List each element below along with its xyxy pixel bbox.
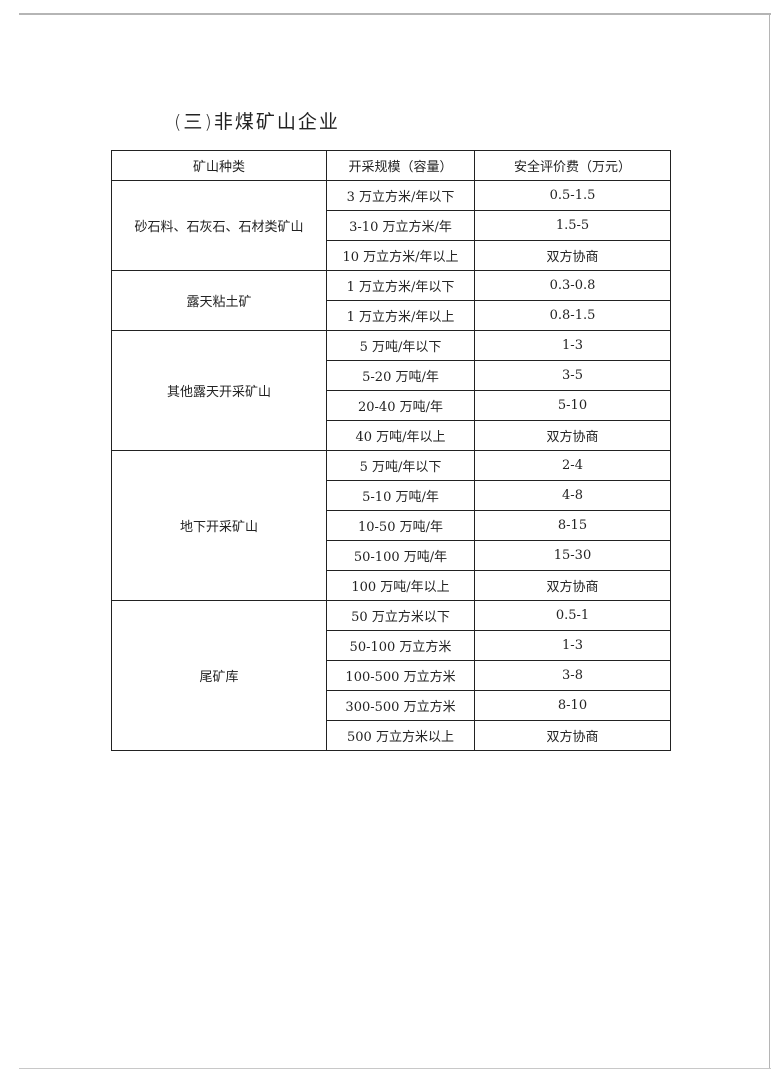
fee-cell: 2-4 (474, 450, 671, 481)
scale-cell: 300-500 万立方米 (326, 690, 475, 721)
scale-cell: 3-10 万立方米/年 (326, 210, 475, 241)
mine-type-cell: 砂石料、石灰石、石材类矿山 (111, 180, 327, 271)
header-fee: 安全评价费（万元） (474, 150, 671, 181)
table-row: 其他露天开采矿山 5 万吨/年以下 1-3 (111, 330, 671, 451)
table-row: 10 万立方米/年以上 双方协商 (112, 240, 671, 271)
fee-cell: 0.3-0.8 (474, 270, 671, 301)
fee-cell: 3-5 (474, 360, 671, 391)
scale-cell: 500 万立方米以上 (326, 720, 475, 751)
scale-cell: 1 万立方米/年以下 (326, 270, 475, 301)
table-row: 尾矿库 50 万立方米以下 0.5-1 (111, 600, 671, 751)
fee-cell: 1.5-5 (474, 210, 671, 241)
fee-cell: 0.5-1 (474, 600, 671, 631)
scale-cell: 20-40 万吨/年 (326, 390, 475, 421)
fee-cell: 3-8 (474, 660, 671, 691)
table-row: 1 万立方米/年以上 0.8-1.5 (112, 300, 671, 331)
page-border-top (19, 13, 771, 15)
section-heading: (三)非煤矿山企业 (174, 111, 340, 133)
table-row: 3-10 万立方米/年 1.5-5 (112, 210, 671, 241)
scale-cell: 100-500 万立方米 (326, 660, 475, 691)
fee-cell: 1-3 (474, 630, 671, 661)
table-row: 5-10 万吨/年 4-8 (112, 480, 671, 511)
fee-cell: 双方协商 (474, 570, 671, 601)
fee-cell: 8-15 (474, 510, 671, 541)
scale-cell: 5 万吨/年以下 (326, 450, 475, 481)
fee-cell: 1-3 (474, 330, 671, 361)
fee-cell: 双方协商 (474, 240, 671, 271)
fee-cell: 双方协商 (474, 420, 671, 451)
fee-cell: 0.8-1.5 (474, 300, 671, 331)
table-row: 300-500 万立方米 8-10 (112, 690, 671, 721)
page-border-bottom (19, 1068, 771, 1069)
table-row: 10-50 万吨/年 8-15 (112, 510, 671, 541)
fee-cell: 15-30 (474, 540, 671, 571)
scale-cell: 5 万吨/年以下 (326, 330, 475, 361)
scale-cell: 3 万立方米/年以下 (326, 180, 475, 211)
table-row: 50-100 万吨/年 15-30 (112, 540, 671, 571)
scale-cell: 50 万立方米以下 (326, 600, 475, 631)
fee-cell: 8-10 (474, 690, 671, 721)
mine-type-cell: 尾矿库 (111, 600, 327, 751)
page-border-right (769, 13, 770, 1069)
scale-cell: 1 万立方米/年以上 (326, 300, 475, 331)
fee-cell: 双方协商 (474, 720, 671, 751)
table-row: 5-20 万吨/年 3-5 (112, 360, 671, 391)
table-row: 100-500 万立方米 3-8 (112, 660, 671, 691)
scale-cell: 100 万吨/年以上 (326, 570, 475, 601)
scale-cell: 10 万立方米/年以上 (326, 240, 475, 271)
table-row: 砂石料、石灰石、石材类矿山 3 万立方米/年以下 0.5-1.5 (111, 180, 671, 271)
header-scale: 开采规模（容量） (326, 150, 475, 181)
header-row: 矿山种类 开采规模（容量） 安全评价费（万元） (111, 150, 671, 181)
header-mine-type: 矿山种类 (111, 150, 327, 181)
table-row: 500 万立方米以上 双方协商 (112, 720, 671, 751)
fee-table: 矿山种类 开采规模（容量） 安全评价费（万元） 砂石料、石灰石、石材类矿山 3 万… (111, 150, 671, 751)
mine-type-cell: 地下开采矿山 (111, 450, 327, 601)
fee-cell: 4-8 (474, 480, 671, 511)
table-row: 40 万吨/年以上 双方协商 (112, 420, 671, 451)
scale-cell: 50-100 万吨/年 (326, 540, 475, 571)
mine-type-cell: 其他露天开采矿山 (111, 330, 327, 451)
mine-type-cell: 露天粘土矿 (111, 270, 327, 331)
scale-cell: 50-100 万立方米 (326, 630, 475, 661)
scale-cell: 10-50 万吨/年 (326, 510, 475, 541)
scale-cell: 5-20 万吨/年 (326, 360, 475, 391)
fee-cell: 0.5-1.5 (474, 180, 671, 211)
fee-cell: 5-10 (474, 390, 671, 421)
table-row: 100 万吨/年以上 双方协商 (112, 570, 671, 601)
scale-cell: 5-10 万吨/年 (326, 480, 475, 511)
table-row: 20-40 万吨/年 5-10 (112, 390, 671, 421)
table-row: 露天粘土矿 1 万立方米/年以下 0.3-0.8 (111, 270, 671, 331)
table-row: 地下开采矿山 5 万吨/年以下 2-4 (111, 450, 671, 601)
scale-cell: 40 万吨/年以上 (326, 420, 475, 451)
